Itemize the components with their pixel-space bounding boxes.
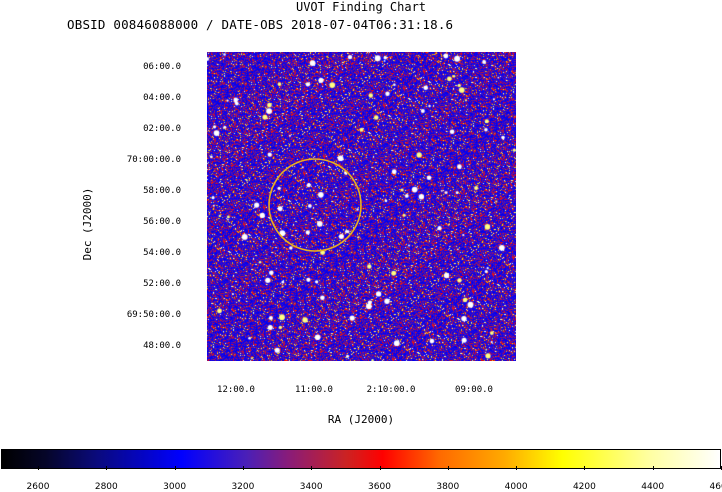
colorbar-tick-label: 4600 (709, 482, 722, 492)
colorbar-tick-label: 3200 (231, 482, 255, 492)
colorbar-tick-label: 3000 (163, 482, 187, 492)
dec-tick-label: 06:00.0 (143, 62, 181, 72)
colorbar-tick-mark (448, 466, 449, 470)
colorbar-tick-label: 2600 (26, 482, 50, 492)
colorbar-tick-mark (584, 466, 585, 470)
colorbar (1, 449, 721, 469)
dec-tick-label: 70:00:00.0 (126, 155, 181, 165)
colorbar-tick-mark (311, 466, 312, 470)
dec-tick-label: 48:00.0 (143, 341, 181, 351)
dec-tick-label: 56:00.0 (143, 217, 181, 227)
dec-tick-label: 52:00.0 (143, 279, 181, 289)
colorbar-tick-mark (175, 466, 176, 470)
ra-tick-label: 2:10:00.0 (366, 385, 416, 395)
dec-axis-label: Dec (J2000) (81, 187, 94, 261)
colorbar-tick-mark (106, 466, 107, 470)
ra-tick-label: 12:00.0 (217, 385, 255, 395)
colorbar-tick-mark (243, 466, 244, 470)
colorbar-tick-label: 3800 (436, 482, 460, 492)
region-overlay (268, 158, 362, 252)
ra-tick-label: 11:00.0 (295, 385, 333, 395)
colorbar-tick-mark (380, 466, 381, 470)
dec-tick-label: 04:00.0 (143, 93, 181, 103)
colorbar-tick-label: 3400 (299, 482, 323, 492)
colorbar-tick-label: 4200 (572, 482, 596, 492)
colorbar-tick-mark (516, 466, 517, 470)
dec-tick-label: 54:00.0 (143, 248, 181, 258)
colorbar-tick-label: 4000 (504, 482, 528, 492)
colorbar-tick-label: 3600 (368, 482, 391, 492)
colorbar-tick-mark (38, 466, 39, 470)
colorbar-tick-label: 2800 (94, 482, 118, 492)
dec-tick-label: 02:00.0 (143, 124, 181, 134)
source-region-circle[interactable] (268, 158, 362, 252)
colorbar-tick-mark (653, 466, 654, 470)
colorbar-tick-label: 4400 (641, 482, 665, 492)
dec-tick-label: 58:00.0 (143, 186, 181, 196)
dec-tick-label: 69:50:00.0 (126, 310, 181, 320)
chart-title: UVOT Finding Chart (295, 0, 427, 14)
ra-axis-label: RA (J2000) (327, 413, 395, 426)
observation-subtitle: OBSID 00846088000 / DATE-OBS 2018-07-04T… (67, 17, 454, 32)
ra-tick-label: 09:00.0 (455, 385, 493, 395)
